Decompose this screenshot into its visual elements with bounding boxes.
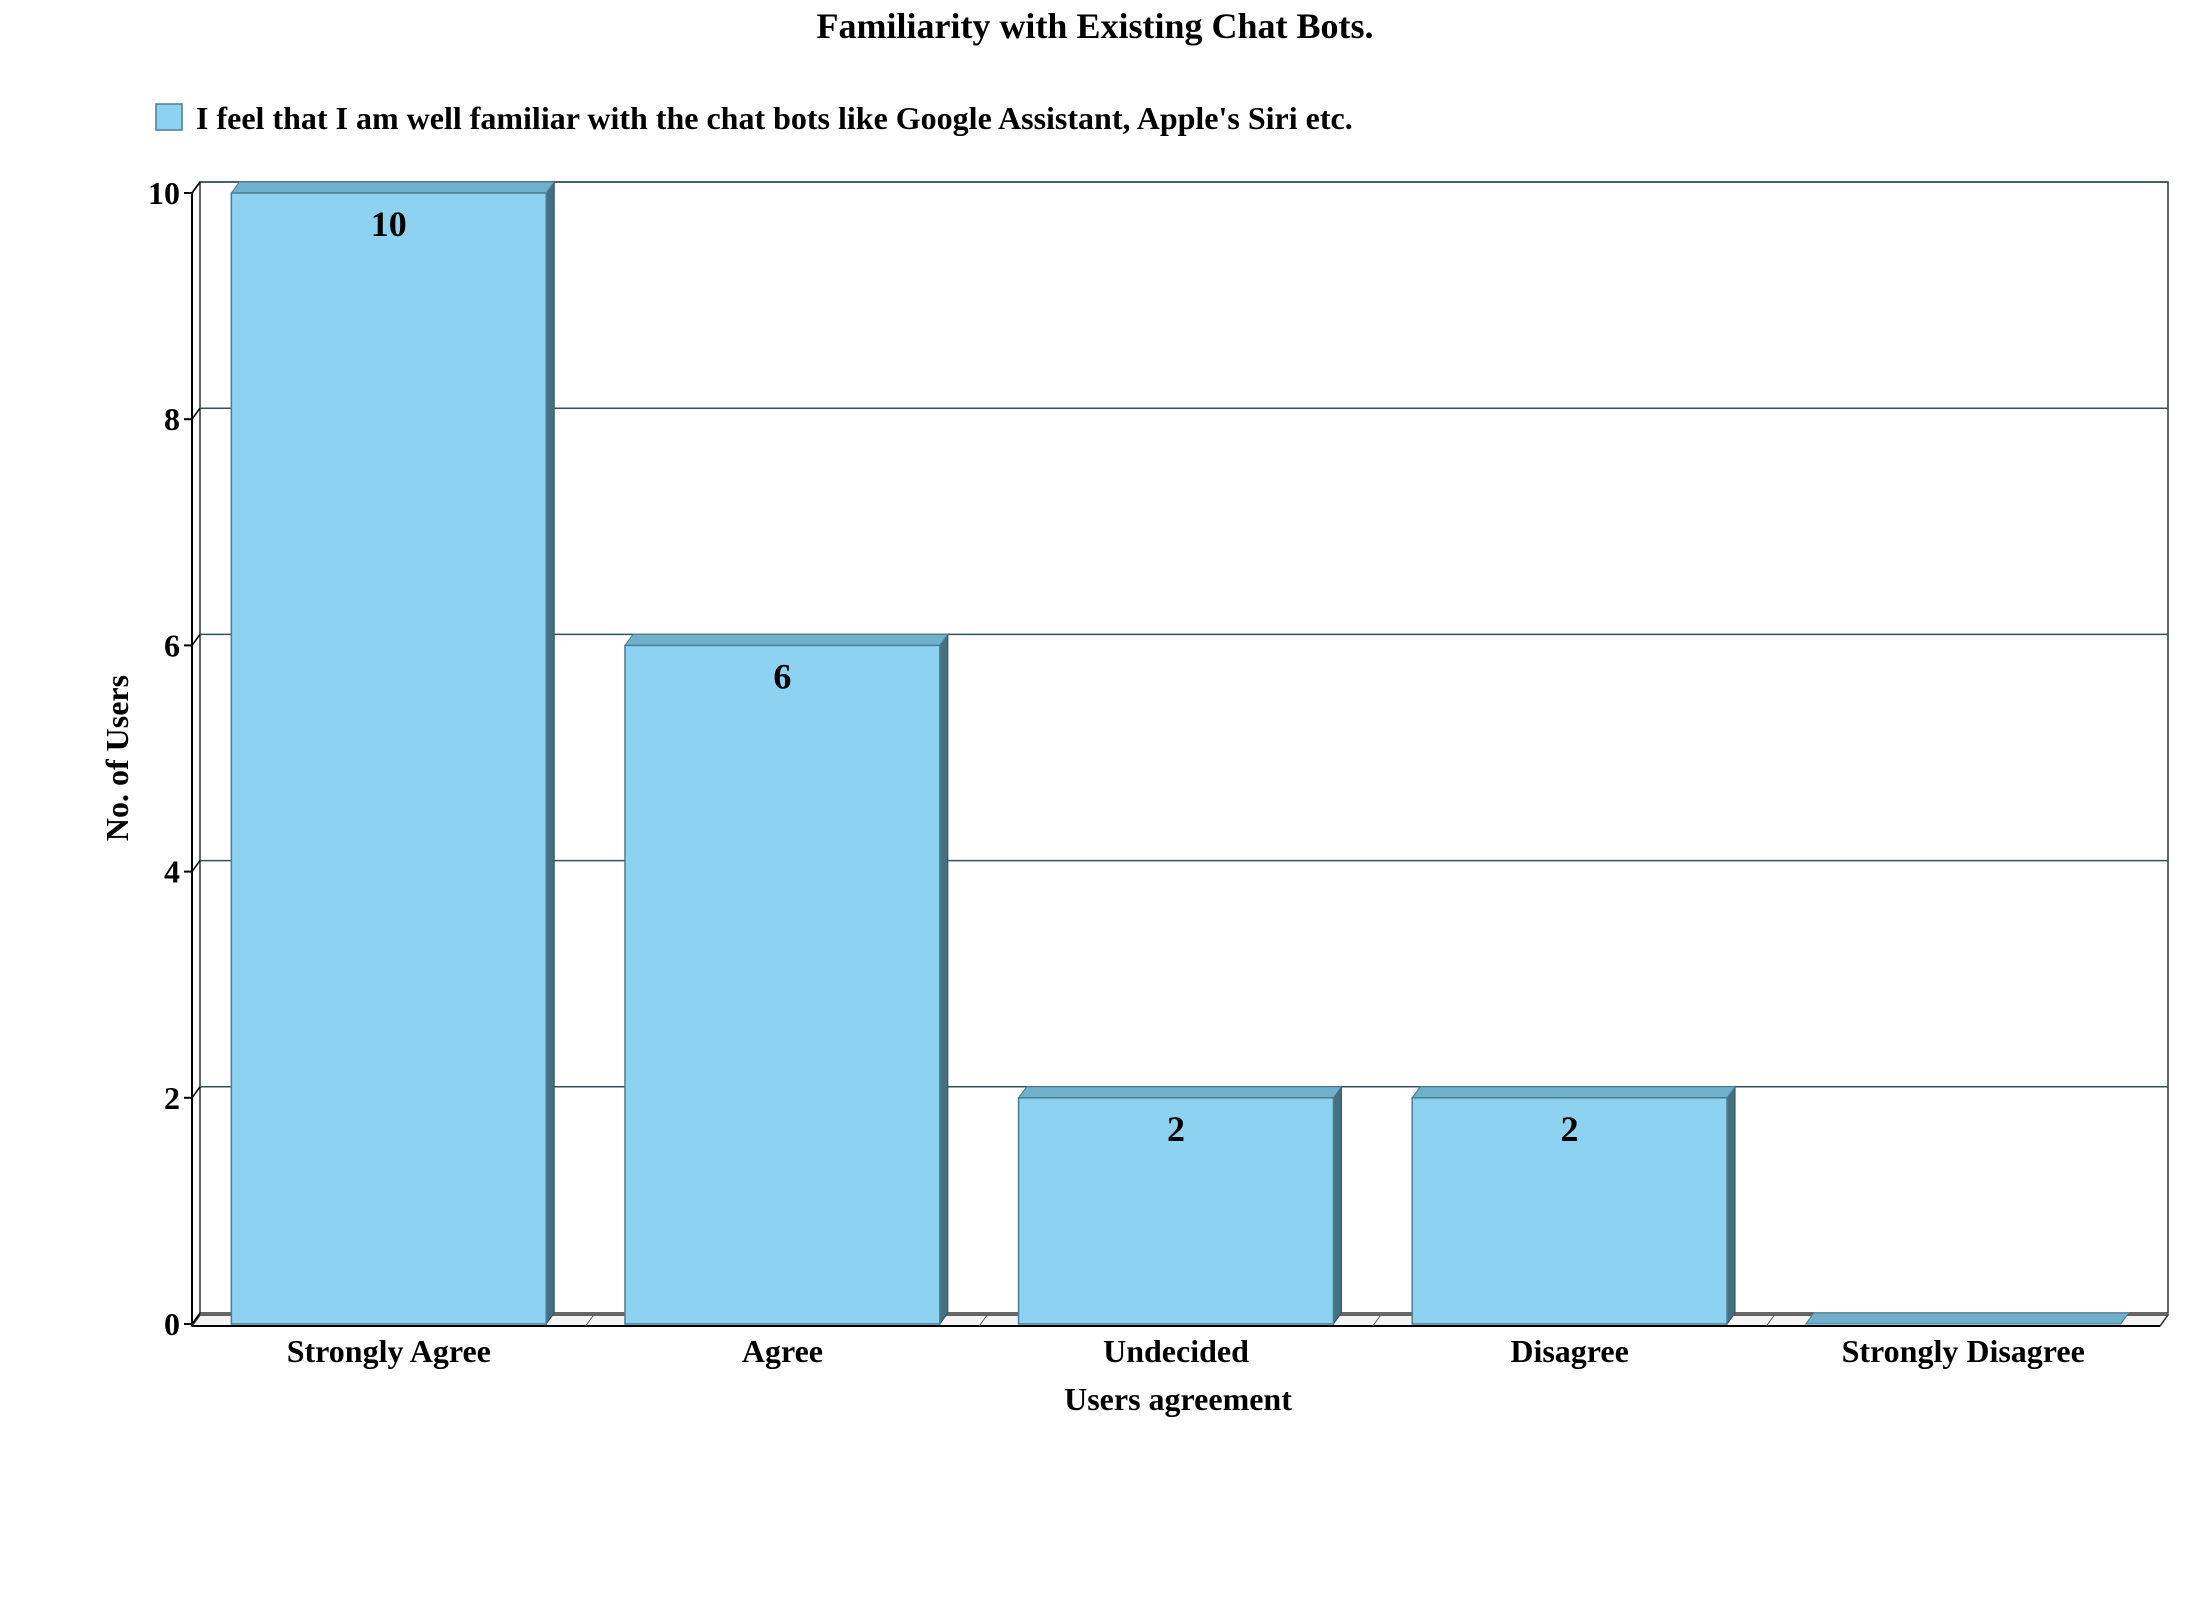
- bar-top-1: [623, 633, 949, 646]
- bar-1: [624, 644, 941, 1325]
- x-tick-label-1: Agree: [742, 1333, 823, 1369]
- data-label-2: 2: [1167, 1109, 1185, 1149]
- y-tick-depth-5: [191, 181, 201, 194]
- y-tick-label-5: 10: [148, 175, 180, 211]
- x-axis-label: Users agreement: [1064, 1381, 1292, 1417]
- chart-title: Familiarity with Existing Chat Bots.: [816, 6, 1373, 46]
- y-axis-label: No. of Users: [99, 675, 135, 841]
- bar-3: [1411, 1097, 1728, 1325]
- bar-side-1: [939, 632, 949, 1326]
- x-tick-label-3: Disagree: [1510, 1333, 1628, 1369]
- y-tick-label-3: 6: [164, 627, 180, 663]
- x-tick-label-2: Undecided: [1103, 1333, 1249, 1369]
- data-label-3: 2: [1561, 1109, 1579, 1149]
- legend-swatch: [155, 103, 183, 131]
- x-tick-mark-1: [978, 1314, 988, 1327]
- data-label-1: 6: [773, 656, 791, 696]
- y-tick-depth-4: [191, 407, 201, 420]
- bar-side-2: [1332, 1085, 1342, 1326]
- plot-area: 0 2 4 6 8 10 10 Strongly Agree 6 Agree 2 Undecided 2…: [148, 175, 2170, 1369]
- x-tick-mark-0: [585, 1314, 595, 1327]
- y-tick-label-1: 2: [164, 1080, 180, 1116]
- bar-top-3: [1411, 1086, 1737, 1099]
- x-tick-mark-2: [1372, 1314, 1382, 1327]
- bar-0: [230, 192, 547, 1325]
- x-tick-label-4: Strongly Disagree: [1842, 1333, 2085, 1369]
- x-tick-label-0: Strongly Agree: [287, 1333, 491, 1369]
- y-tick-label-0: 0: [164, 1306, 180, 1342]
- bar-2: [1017, 1097, 1335, 1325]
- legend-label: I feel that I am well familiar with the …: [196, 100, 1353, 136]
- y-tick-depth-3: [191, 633, 201, 646]
- y-tick-label-4: 8: [164, 401, 180, 437]
- data-label-0: 10: [371, 204, 407, 244]
- bar-top-4: [1804, 1312, 2130, 1325]
- bar-side-0: [545, 180, 555, 1326]
- y-tick-depth-0: [191, 1312, 201, 1325]
- y-tick-label-2: 4: [164, 854, 180, 890]
- y-tick-depth-2: [191, 860, 201, 873]
- y-tick-depth-1: [191, 1086, 201, 1099]
- bar-top-0: [230, 181, 556, 194]
- bar-side-3: [1726, 1085, 1736, 1326]
- x-tick-mark-3: [1765, 1314, 1775, 1327]
- bar-top-2: [1017, 1086, 1343, 1099]
